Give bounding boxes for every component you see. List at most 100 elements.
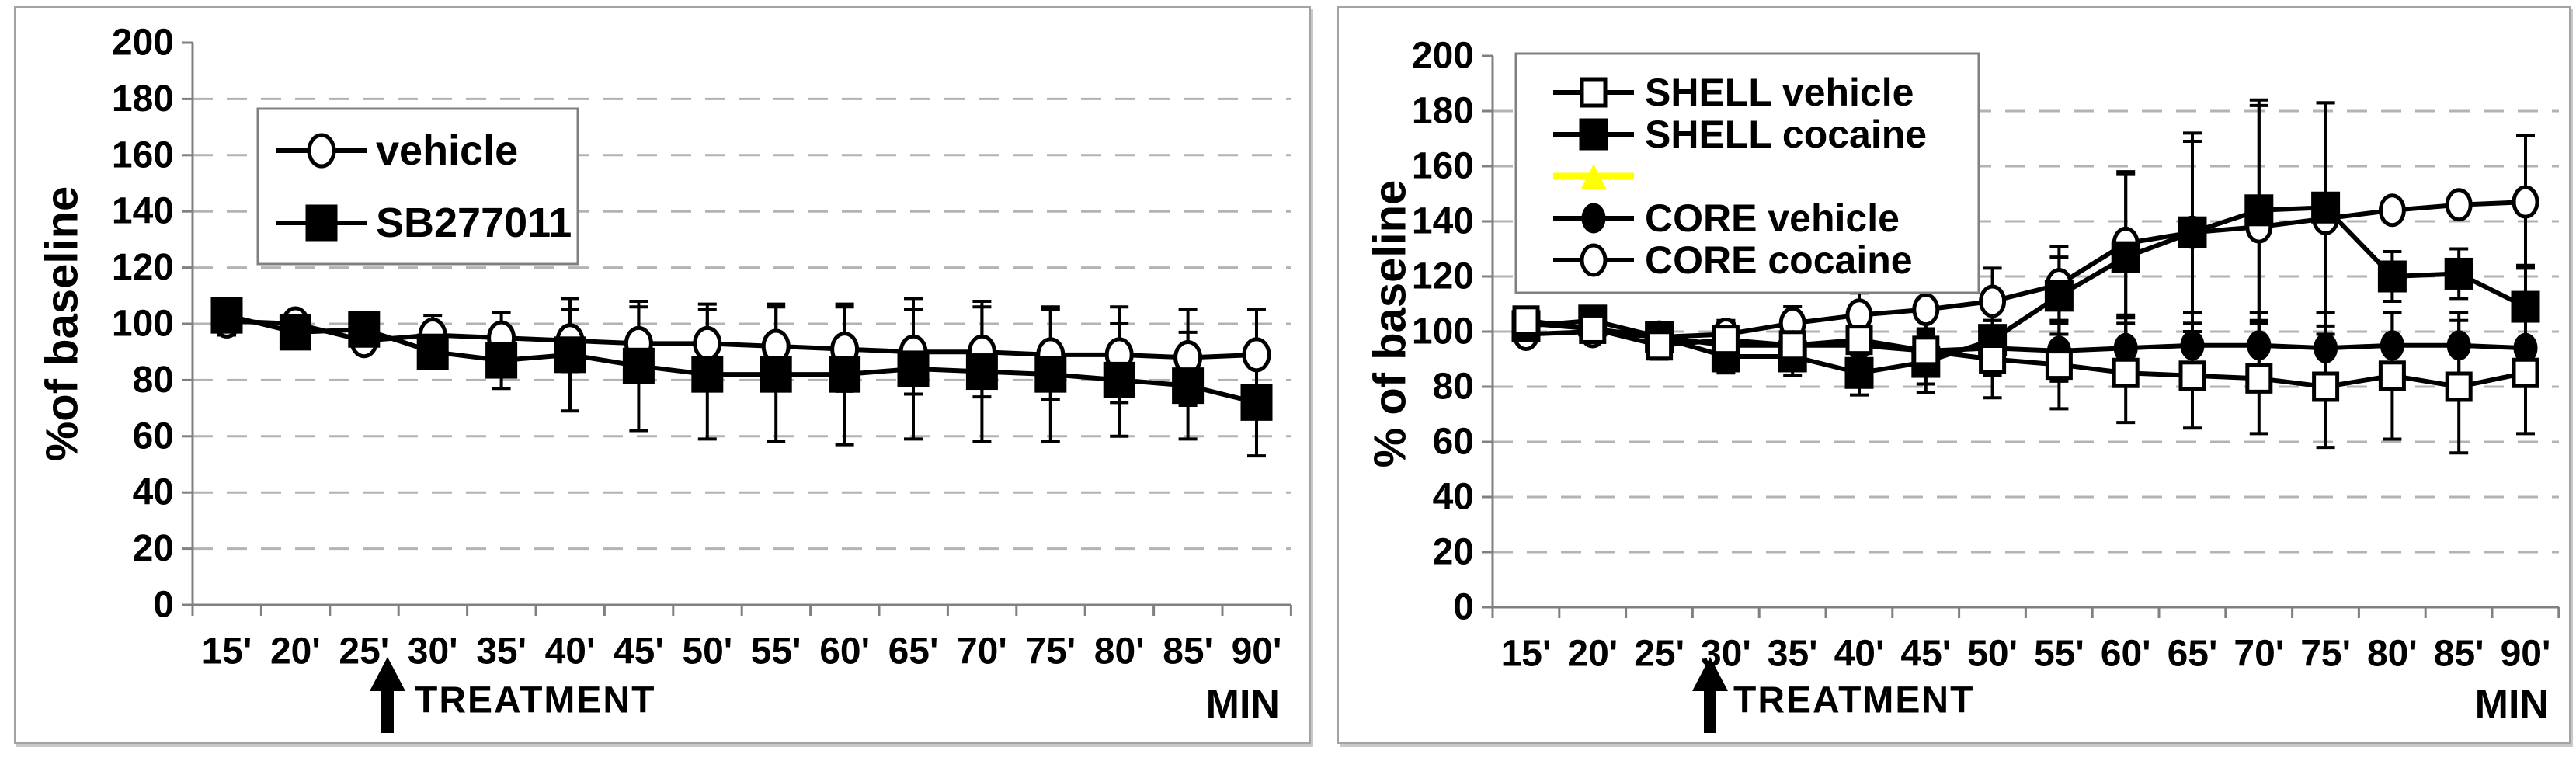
y-tick-label: 100 (1412, 311, 1474, 353)
legend-box (256, 107, 579, 266)
x-tick-label: 25' (339, 631, 389, 672)
square-filled-marker (554, 336, 586, 374)
circle-filled-marker (2113, 332, 2138, 363)
treatment-arrow-icon (1692, 657, 1728, 733)
left-chart-panel: 0 20 40 60 80 100 120 140 160 180 200 15' 20' 25' 30' 3… (14, 6, 1311, 744)
y-tick-label: 160 (1412, 146, 1474, 187)
square-open-marker (2378, 360, 2406, 391)
square-open-marker (2312, 371, 2340, 402)
square-filled-marker (2178, 216, 2207, 248)
x-axis-unit-label: MIN (2475, 682, 2549, 727)
legend-circle-filled-icon (1581, 203, 1606, 234)
x-tick-label: 15' (202, 631, 252, 672)
legend-square-filled-icon (1579, 118, 1608, 151)
y-tick-label: 100 (112, 304, 174, 345)
legend-label: CORE cocaine (1645, 238, 1913, 282)
y-tick-label: 20 (133, 528, 174, 569)
y-tick-label: 0 (153, 585, 174, 626)
x-tick-label: 80' (1094, 631, 1145, 672)
square-open-marker (2045, 349, 2073, 380)
x-tick-label: 65' (2168, 634, 2218, 675)
square-filled-marker (691, 356, 724, 393)
legend-label: vehicle (376, 127, 518, 174)
y-axis-title: % of baseline (1365, 180, 1416, 468)
square-filled-marker (1844, 356, 1874, 389)
square-filled-marker (210, 297, 243, 334)
circle-open-marker (2512, 185, 2539, 219)
x-tick-label: 65' (888, 631, 939, 672)
x-tick-label: 30' (408, 631, 458, 672)
square-filled-marker (1034, 356, 1067, 393)
square-filled-marker (1172, 367, 1205, 405)
square-filled-marker (2111, 241, 2140, 273)
series-line-shell-cocaine (1525, 205, 2527, 376)
square-filled-marker (1103, 361, 1135, 398)
square-open-marker (1646, 330, 1674, 361)
x-tick-label: 75' (1025, 631, 1076, 672)
square-open-marker (1712, 325, 1740, 356)
series-line-shell-vehicle (1525, 318, 2526, 390)
legend-label: SB277011 (376, 200, 572, 246)
square-filled-marker (1240, 384, 1273, 421)
y-tick-label: 120 (1412, 256, 1474, 297)
legend-circle-open-icon (1580, 243, 1608, 277)
y-tick-label: 60 (133, 415, 174, 457)
x-tick-label: 40' (1834, 634, 1885, 675)
x-tick-label: 55' (751, 631, 801, 672)
square-filled-marker (2311, 191, 2341, 224)
legend-square-filled-icon (305, 204, 338, 242)
y-tick-label: 40 (133, 472, 174, 513)
x-tick-label: 80' (2367, 634, 2418, 675)
x-tick-label: 35' (1768, 634, 1818, 675)
square-filled-marker (2044, 280, 2074, 312)
x-tick-label: 20' (1567, 634, 1618, 675)
square-filled-marker (416, 333, 449, 370)
circle-open-marker (1912, 293, 1940, 327)
y-tick-label: 180 (112, 78, 174, 120)
square-open-marker (1979, 344, 2007, 374)
left-chart-svg: 0 20 40 60 80 100 120 140 160 180 200 15' 20' 25' 30' 3… (37, 23, 1292, 733)
circle-filled-marker (2446, 330, 2471, 361)
treatment-arrow-icon (370, 657, 405, 733)
x-tick-label: 25' (1634, 634, 1684, 675)
legend-label: SHELL cocaine (1645, 113, 1927, 156)
square-filled-marker (760, 356, 792, 393)
square-filled-marker (2511, 290, 2540, 323)
y-tick-label: 180 (1412, 91, 1474, 132)
y-tick-label: 200 (112, 23, 174, 64)
x-tick-label: 75' (2300, 634, 2351, 675)
square-filled-marker (279, 314, 311, 351)
square-open-marker (2445, 371, 2473, 402)
treatment-label: TREATMENT (415, 680, 655, 721)
square-open-marker (2245, 363, 2273, 394)
square-open-marker (1845, 325, 1873, 356)
y-tick-label: 20 (1433, 532, 1474, 573)
circle-filled-marker (2513, 332, 2538, 363)
circle-filled-marker (2247, 330, 2272, 361)
y-tick-label: 200 (1412, 36, 1474, 77)
square-open-marker (1512, 305, 1540, 336)
right-chart-panel: 0 20 40 60 80 100 120 140 160 180 200 15' 20' 25' 30' 3… (1337, 6, 2571, 744)
x-tick-label: 55' (2034, 634, 2084, 675)
circle-open-marker (2378, 193, 2406, 228)
square-filled-marker (2244, 194, 2274, 227)
square-open-marker (1778, 330, 1806, 361)
circle-filled-marker (2314, 332, 2338, 363)
x-tick-label: 70' (957, 631, 1007, 672)
y-tick-label: 80 (1433, 367, 1474, 408)
x-tick-label: 85' (2434, 634, 2484, 675)
x-tick-label: 60' (819, 631, 870, 672)
treatment-label: TREATMENT (1733, 680, 1974, 721)
x-tick-label: 50' (682, 631, 732, 672)
circle-open-marker (2445, 188, 2473, 222)
circle-open-marker (1242, 337, 1271, 373)
square-filled-marker (348, 311, 381, 348)
series-line-sb277011 (226, 313, 1257, 405)
x-tick-label: 20' (270, 631, 321, 672)
legend-label: CORE vehicle (1645, 196, 1900, 240)
legend-circle-open-icon (307, 133, 336, 169)
y-tick-label: 60 (1433, 422, 1474, 463)
square-filled-marker (622, 347, 655, 384)
y-tick-label: 0 (1453, 587, 1474, 628)
